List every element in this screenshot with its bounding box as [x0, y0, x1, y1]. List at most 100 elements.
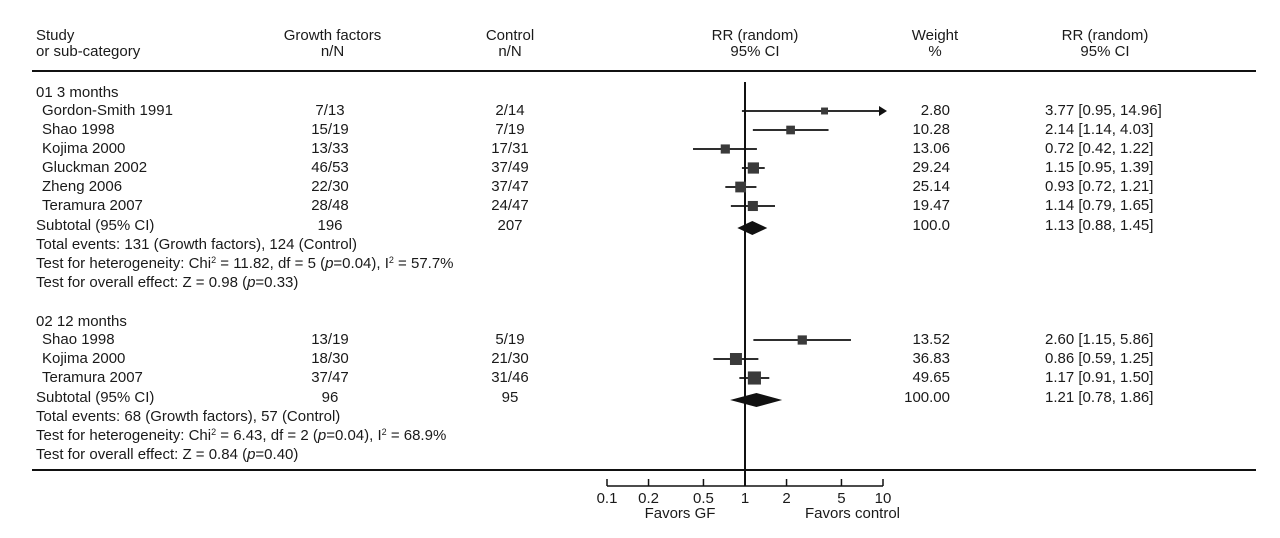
rr-ci-text: 0.86 [0.59, 1.25] [1045, 350, 1154, 367]
control-count: 2/14 [495, 102, 525, 119]
weight-value: 25.14 [912, 178, 950, 195]
weight-value: 10.28 [912, 121, 950, 138]
overall-effect-test: Test for overall effect: Z = 0.84 (p=0.4… [36, 446, 299, 463]
study-point [735, 181, 747, 193]
x-tick-label: 0.1 [597, 490, 618, 507]
header-rr-values-ci: 95% CI [1080, 43, 1130, 60]
study-name: Kojima 2000 [42, 140, 126, 157]
header-weight: Weight [911, 27, 959, 44]
gf-count: 37/47 [311, 369, 349, 386]
study-name: Shao 1998 [42, 121, 115, 138]
pooled-diamond [737, 221, 768, 235]
favors-gf-label: Favors GF [644, 505, 716, 522]
study-name: Shao 1998 [42, 331, 115, 348]
control-count: 5/19 [495, 331, 525, 348]
control-count: 37/47 [491, 178, 529, 195]
rr-ci-text: 0.93 [0.72, 1.21] [1045, 178, 1154, 195]
study-name: Teramura 2007 [42, 369, 143, 386]
study-point [747, 371, 761, 385]
weight-value: 2.80 [920, 102, 950, 119]
study-point [786, 125, 795, 135]
group-title: 02 12 months [36, 313, 127, 330]
header-rr-ci: 95% CI [730, 43, 780, 60]
header-subcategory: or sub-category [36, 43, 141, 60]
total-events: Total events: 68 (Growth factors), 57 (C… [36, 408, 341, 425]
x-tick-label: 5 [837, 490, 845, 507]
header-control: Control [485, 27, 535, 44]
weight-total: 100.0 [912, 217, 950, 234]
gf-count: 15/19 [311, 121, 349, 138]
gf-count: 28/48 [311, 197, 349, 214]
study-name: Gluckman 2002 [42, 159, 148, 176]
x-tick-label: 10 [875, 490, 892, 507]
study-name: Zheng 2006 [42, 178, 123, 195]
control-count: 31/46 [491, 369, 529, 386]
study-point [720, 144, 730, 154]
weight-value: 19.47 [912, 197, 950, 214]
study-point [797, 335, 807, 345]
gf-count: 22/30 [311, 178, 349, 195]
control-total: 95 [501, 389, 519, 406]
ci-arrow [879, 106, 887, 116]
study-point [747, 200, 758, 212]
weight-value: 13.06 [912, 140, 950, 157]
control-count: 7/19 [495, 121, 525, 138]
gf-count: 13/19 [311, 331, 349, 348]
weight-value: 36.83 [912, 350, 950, 367]
study-point [747, 162, 759, 174]
rr-ci-text: 1.17 [0.91, 1.50] [1045, 369, 1154, 386]
x-tick-label: 0.2 [638, 490, 659, 507]
weight-value: 13.52 [912, 331, 950, 348]
control-count: 21/30 [491, 350, 529, 367]
control-count: 17/31 [491, 140, 529, 157]
total-events: Total events: 131 (Growth factors), 124 … [36, 236, 357, 253]
gf-count: 7/13 [315, 102, 345, 119]
group-title: 01 3 months [36, 84, 119, 101]
rr-ci-pooled: 1.21 [0.78, 1.86] [1045, 389, 1154, 406]
weight-value: 49.65 [912, 369, 950, 386]
gf-total: 196 [317, 217, 343, 234]
pooled-diamond [730, 393, 783, 407]
gf-total: 96 [321, 389, 339, 406]
favors-control-label: Favors control [804, 505, 901, 522]
gf-count: 18/30 [311, 350, 349, 367]
rr-ci-pooled: 1.13 [0.88, 1.45] [1045, 217, 1154, 234]
study-point [821, 107, 828, 115]
subtotal-label: Subtotal (95% CI) [36, 217, 155, 234]
gf-count: 13/33 [311, 140, 349, 157]
header-growth-factors-nN: n/N [320, 43, 345, 60]
rr-ci-text: 0.72 [0.42, 1.22] [1045, 140, 1154, 157]
control-count: 37/49 [491, 159, 529, 176]
header-rr-random-values: RR (random) [1061, 27, 1149, 44]
header-divider [32, 70, 1256, 72]
weight-total: 100.00 [904, 389, 950, 406]
gf-count: 46/53 [311, 159, 349, 176]
x-tick-label: 2 [782, 490, 790, 507]
x-tick-label: 1 [741, 490, 749, 507]
header-rr-random: RR (random) [711, 27, 799, 44]
study-name: Gordon-Smith 1991 [42, 102, 173, 119]
overall-effect-test: Test for overall effect: Z = 0.98 (p=0.3… [36, 274, 299, 291]
header-growth-factors: Growth factors [283, 27, 382, 44]
subtotal-label: Subtotal (95% CI) [36, 389, 155, 406]
header-weight-pct: % [928, 43, 942, 60]
study-point [729, 353, 742, 365]
header-study: Study [36, 27, 75, 44]
header-control-nN: n/N [498, 43, 522, 60]
rr-ci-text: 3.77 [0.95, 14.96] [1045, 102, 1162, 119]
control-total: 207 [497, 217, 523, 234]
footer-divider [32, 469, 1256, 471]
rr-ci-text: 2.60 [1.15, 5.86] [1045, 331, 1154, 348]
rr-ci-text: 1.15 [0.95, 1.39] [1045, 159, 1154, 176]
heterogeneity-test: Test for heterogeneity: Chi2 = 11.82, df… [36, 255, 454, 272]
study-name: Kojima 2000 [42, 350, 126, 367]
control-count: 24/47 [491, 197, 529, 214]
rr-ci-text: 2.14 [1.14, 4.03] [1045, 121, 1154, 138]
heterogeneity-test: Test for heterogeneity: Chi2 = 6.43, df … [36, 427, 447, 444]
weight-value: 29.24 [912, 159, 950, 176]
x-tick-label: 0.5 [693, 490, 714, 507]
rr-ci-text: 1.14 [0.79, 1.65] [1045, 197, 1154, 214]
study-name: Teramura 2007 [42, 197, 143, 214]
